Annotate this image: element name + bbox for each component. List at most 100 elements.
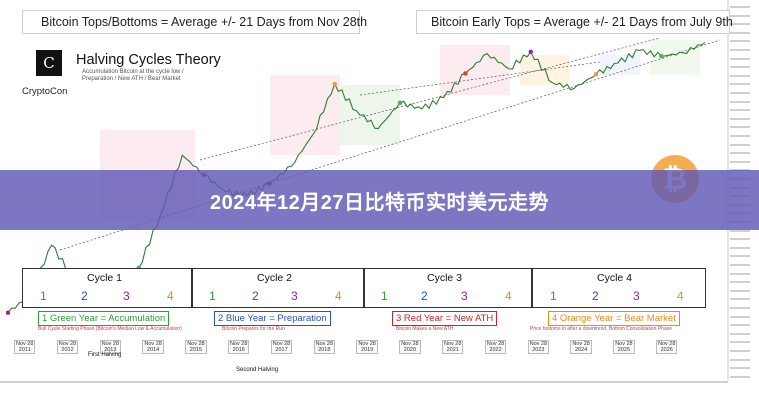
- date-label: Nov 28 2015: [185, 340, 207, 354]
- cycle-year-4: 4: [677, 289, 684, 303]
- trend-line-lower: [59, 39, 721, 251]
- cycle-year-2: 2: [421, 289, 428, 303]
- title-banner: 2024年12月27日比特币实时美元走势: [0, 170, 759, 230]
- price-marker: [593, 72, 599, 77]
- theory-subtitle: Accumulation Bitcoin at the cycle low / …: [82, 69, 184, 82]
- legend-left: Bitcoin Tops/Bottoms = Average +/- 21 Da…: [22, 10, 367, 34]
- logo-letter: C: [43, 54, 55, 72]
- price-marker: [332, 81, 337, 87]
- legend-right-text: Bitcoin Early Tops = Average +/- 21 Days…: [431, 15, 733, 29]
- date-label: Nov 28 2011: [14, 340, 36, 354]
- y-tick: [730, 358, 750, 361]
- y-tick: [730, 350, 750, 352]
- price-marker: [397, 100, 403, 105]
- date-label: Nov 28 2019: [356, 340, 378, 354]
- date-label: Nov 28 2024: [570, 340, 592, 354]
- y-tick: [730, 298, 750, 301]
- orange-year-note: Price bottoms in after a downtrend. Bott…: [530, 326, 673, 332]
- y-tick: [730, 66, 750, 69]
- green-year-note: Bull Cycle Starting Phase (Bitcoin's Med…: [38, 326, 182, 332]
- red-year-note: Bitcoin Makes a New ATH: [396, 326, 454, 332]
- y-tick: [730, 281, 750, 284]
- y-tick: [730, 117, 750, 120]
- blue-year-label: 2 Blue Year = Preparation: [214, 311, 331, 326]
- theory-title: Halving Cycles Theory: [76, 52, 221, 68]
- date-label: Nov 28 2017: [270, 340, 293, 354]
- y-tick: [730, 135, 750, 137]
- orange-year-label: 4 Orange Year = Bear Market: [548, 311, 680, 326]
- cycle-year-4: 4: [505, 289, 512, 303]
- cycle-year-4: 4: [335, 289, 342, 303]
- y-tick: [730, 14, 750, 17]
- red-year-label: 3 Red Year = New ATH: [392, 311, 498, 326]
- date-label: Nov 28 2022: [484, 340, 507, 354]
- y-tick: [730, 143, 750, 146]
- y-tick: [730, 332, 750, 335]
- second-halving-label: Second Halving: [236, 367, 279, 373]
- cycle-year-2: 2: [81, 289, 88, 303]
- cycle-year-3: 3: [291, 289, 298, 303]
- y-tick: [730, 289, 750, 292]
- cycle-title: Cycle 2: [257, 272, 293, 284]
- date-label: Nov 28 2014: [142, 340, 164, 354]
- cycle-year-3: 3: [123, 289, 130, 303]
- price-marker: [463, 71, 468, 76]
- date-label: Nov 28 2023: [527, 340, 550, 354]
- price-marker: [5, 310, 11, 315]
- y-tick: [730, 109, 750, 112]
- y-tick: [730, 100, 750, 103]
- cycle-year-3: 3: [633, 289, 640, 303]
- legend-left-text: Bitcoin Tops/Bottoms = Average +/- 21 Da…: [41, 15, 368, 29]
- y-tick: [730, 49, 750, 51]
- cycle-title: Cycle 3: [427, 272, 463, 284]
- y-tick: [730, 272, 750, 275]
- date-label: Nov 28 2016: [228, 340, 250, 354]
- cryptocon-logo: C: [36, 50, 62, 76]
- cycle-year-3: 3: [461, 289, 468, 303]
- cycle-year-1: 1: [209, 289, 216, 303]
- y-tick: [730, 57, 750, 60]
- y-tick: [730, 264, 750, 266]
- cycle-year-2: 2: [252, 289, 259, 303]
- date-label: Nov 28 2020: [399, 340, 421, 354]
- brand-name: CryptoCon: [22, 86, 68, 97]
- date-label: Nov 28 2021: [442, 340, 464, 354]
- banner-title: 2024年12月27日比特币实时美元走势: [210, 191, 549, 214]
- y-tick: [730, 126, 750, 129]
- y-tick: [730, 229, 750, 232]
- price-marker: [528, 49, 533, 55]
- y-tick: [730, 83, 750, 86]
- cycle-title: Cycle 1: [87, 272, 123, 284]
- date-label: Nov 28 2025: [613, 340, 635, 354]
- cycle-year-1: 1: [550, 289, 557, 303]
- cycle-title: Cycle 4: [597, 272, 633, 284]
- y-tick: [730, 324, 750, 327]
- cycle-4-panel: Cycle 4 1 2 3 4: [532, 268, 706, 308]
- y-tick: [730, 375, 750, 378]
- cycle-1-panel: Cycle 1 1 2 3 4: [22, 268, 192, 308]
- date-label: Nov 28 2018: [313, 340, 336, 354]
- price-marker: [659, 53, 664, 59]
- y-tick: [730, 23, 750, 26]
- y-tick: [730, 255, 750, 258]
- y-tick: [730, 152, 750, 155]
- date-label: Nov 28 2012: [56, 340, 79, 354]
- cycle-3-panel: Cycle 3 1 2 3 4: [364, 268, 532, 308]
- y-tick: [730, 246, 750, 249]
- legend-right: Bitcoin Early Tops = Average +/- 21 Days…: [416, 10, 733, 34]
- y-tick: [730, 6, 750, 8]
- y-tick: [730, 31, 750, 34]
- green-year-label: 1 Green Year = Accumulation: [38, 311, 170, 326]
- trend-line-mid: [359, 61, 601, 96]
- y-tick: [730, 315, 750, 318]
- date-label: Nov 28 2026: [656, 340, 678, 354]
- y-tick: [730, 341, 750, 344]
- y-tick: [730, 92, 750, 94]
- y-tick: [730, 40, 750, 43]
- blue-year-note: Bitcoin Prepares for the Run: [222, 326, 285, 332]
- y-tick: [730, 160, 750, 163]
- first-halving-label: First Halving: [88, 352, 122, 358]
- date-label: Nov 28 2013: [99, 340, 122, 354]
- cycle-year-1: 1: [40, 289, 47, 303]
- cycle-year-1: 1: [381, 289, 388, 303]
